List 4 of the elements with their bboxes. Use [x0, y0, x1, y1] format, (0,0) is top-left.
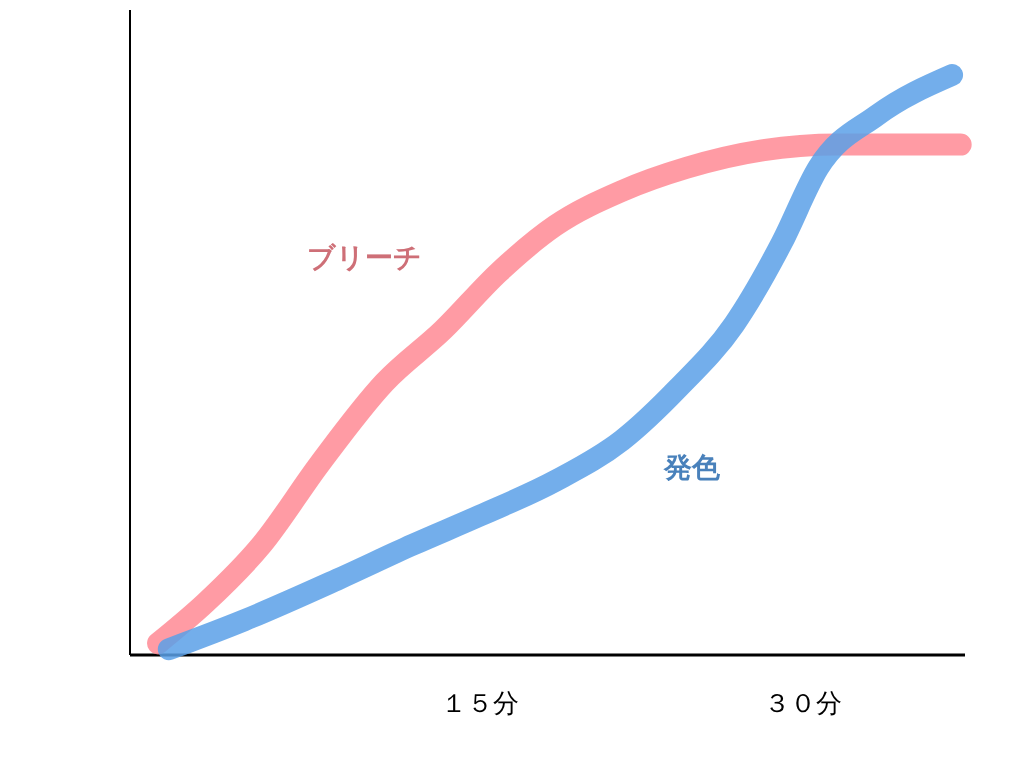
series-label: ブリーチ: [307, 241, 423, 275]
x-tick-label: １５分: [440, 688, 519, 718]
x-tick-label: ３０分: [764, 688, 843, 718]
series-label: 発色: [662, 451, 721, 485]
